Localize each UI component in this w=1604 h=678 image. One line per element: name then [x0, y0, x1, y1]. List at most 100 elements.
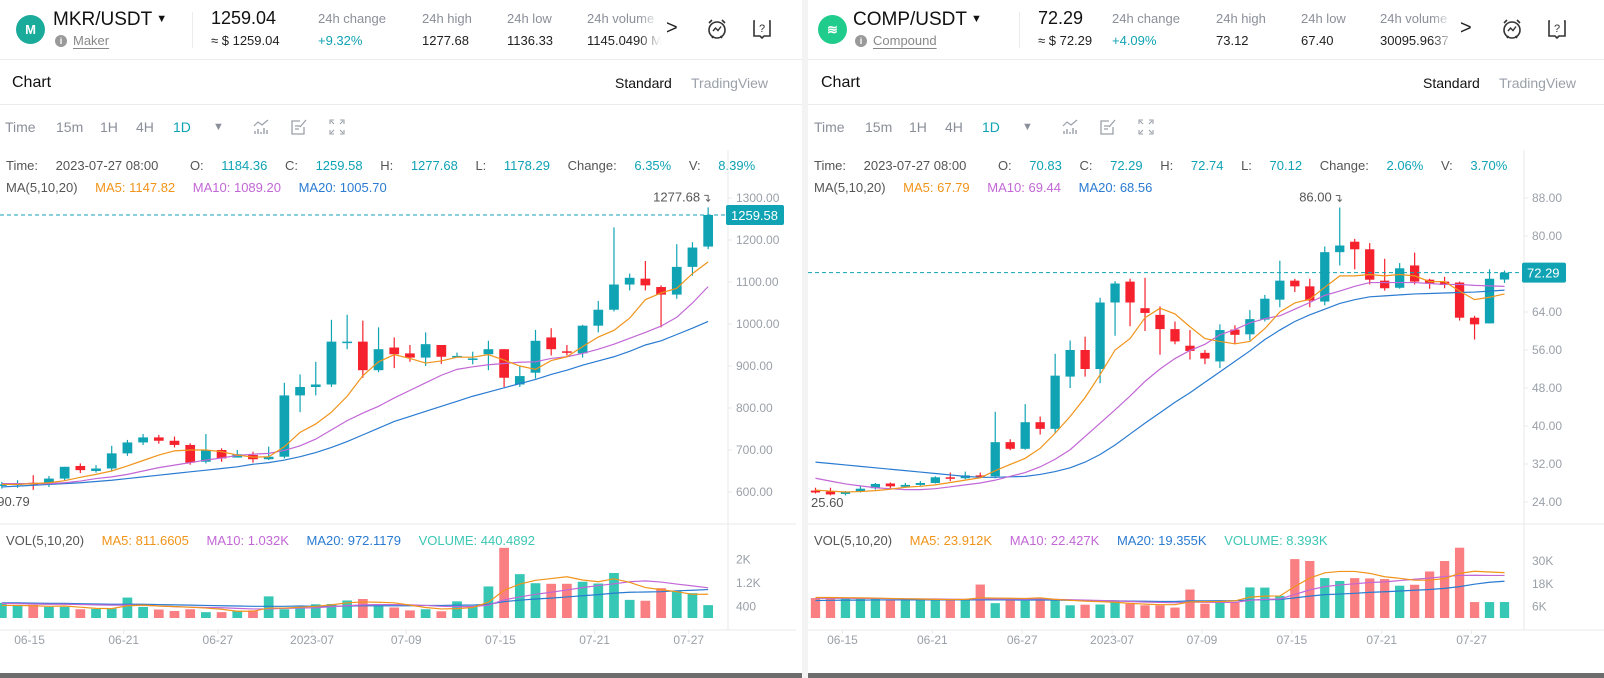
candle-body: [1170, 329, 1180, 342]
coin-info[interactable]: i Maker: [55, 33, 109, 48]
candle-body: [122, 442, 133, 454]
pair-selector[interactable]: COMP/USDT ▼: [853, 9, 982, 31]
help-book-icon[interactable]: ?: [1545, 17, 1569, 41]
volume-bar: [138, 606, 148, 618]
volume-bar: [405, 610, 415, 618]
vol-ma5-line: [1, 576, 709, 612]
close-readout: C: 1259.58: [284, 158, 363, 173]
candle-body: [1215, 330, 1225, 362]
price-alert-clock-icon[interactable]: [1500, 17, 1524, 41]
y-tick-label: 80.00: [1532, 229, 1562, 243]
fullscreen-icon[interactable]: [1137, 118, 1155, 136]
interval-1h[interactable]: 1H: [100, 119, 118, 135]
chevron-right-icon[interactable]: >: [666, 17, 678, 39]
x-tick-label: 2023-07: [290, 633, 334, 647]
candlestick-chart[interactable]: 88.0080.0072.0064.0056.0048.0040.0032.00…: [808, 150, 1604, 678]
more-intervals-dropdown-icon[interactable]: ▼: [213, 121, 224, 133]
coin-name-link[interactable]: Maker: [73, 33, 110, 48]
ticker-header: M MKR/USDT ▼ i Maker 1259.04 ≈ $ 1259.04 2…: [0, 0, 802, 60]
caret-down-icon: ▼: [971, 13, 982, 25]
vol-tick-label: 6K: [1532, 600, 1547, 614]
caret-down-icon: ▼: [156, 13, 168, 25]
volume-bar: [1155, 605, 1165, 618]
volume-bar: [640, 600, 651, 618]
x-tick-label: 06-27: [1007, 633, 1038, 647]
candle-body: [1125, 281, 1135, 303]
mode-tradingview[interactable]: TradingView: [1499, 75, 1577, 91]
volume-bar: [915, 598, 925, 618]
candle-body: [1155, 314, 1165, 330]
stat-label: 24h volume: [1380, 11, 1448, 26]
volume-pct-readout: V: 3.70%: [1440, 158, 1508, 173]
y-tick-label: 1300.00: [736, 191, 780, 205]
more-intervals-dropdown-icon[interactable]: ▼: [1022, 121, 1033, 133]
volume-bar: [577, 581, 588, 618]
chevron-right-icon[interactable]: >: [1460, 17, 1472, 39]
candle-body: [1305, 286, 1315, 301]
candle-body: [295, 387, 305, 396]
volume-bar: [467, 606, 478, 618]
divider: [192, 12, 193, 48]
mode-tradingview[interactable]: TradingView: [691, 75, 769, 91]
candle-body: [546, 337, 557, 350]
stat-label: 24h low: [507, 11, 552, 26]
candle-body: [1065, 350, 1075, 377]
volume-bar: [1020, 600, 1030, 618]
interval-4h[interactable]: 4H: [945, 119, 963, 135]
volume-bar: [1095, 604, 1105, 618]
volume-bar: [840, 598, 851, 618]
x-tick-label: 06-15: [14, 633, 45, 647]
fullscreen-icon[interactable]: [328, 118, 346, 136]
interval-time[interactable]: Time: [814, 119, 845, 135]
interval-1d[interactable]: 1D: [982, 119, 1000, 135]
open-readout: O: 70.83: [997, 158, 1062, 173]
vol-legend: VOL(5,10,20) MA5: 23.912K MA10: 22.427K …: [814, 533, 1342, 548]
candle-body: [91, 468, 101, 471]
indicators-icon[interactable]: [252, 118, 270, 136]
volume-bar: [1350, 578, 1360, 618]
candle-body: [593, 309, 604, 326]
drawing-tools-icon[interactable]: [1099, 118, 1117, 136]
interval-15m[interactable]: 15m: [865, 119, 893, 135]
candle-body: [1080, 350, 1090, 369]
candle-body: [810, 490, 821, 493]
volume-bar: [310, 604, 321, 618]
volume-bar: [1484, 602, 1495, 618]
volume-bar: [530, 583, 541, 618]
interval-time[interactable]: Time: [5, 119, 36, 135]
volume-bar: [1439, 561, 1450, 618]
x-tick-label: 07-15: [1276, 633, 1307, 647]
drawing-tools-icon[interactable]: [290, 118, 308, 136]
panel-comp: ≋ COMP/USDT ▼ i Compound 72.29 ≈ $ 72.29 2…: [802, 0, 1604, 678]
volume-bar: [975, 584, 985, 618]
stat-value: +4.09%: [1112, 33, 1157, 48]
candle-body: [975, 475, 985, 477]
indicators-icon[interactable]: [1061, 118, 1079, 136]
volume-bar: [900, 598, 911, 618]
interval-1h[interactable]: 1H: [909, 119, 927, 135]
x-tick-label: 06-21: [917, 633, 948, 647]
interval-1d[interactable]: 1D: [173, 119, 191, 135]
chart-title: Chart: [821, 74, 861, 91]
y-tick-label: 900.00: [736, 359, 773, 373]
volume-bar: [1035, 599, 1045, 618]
mode-standard[interactable]: Standard: [1423, 75, 1480, 91]
pair-selector[interactable]: MKR/USDT ▼: [53, 9, 167, 31]
ma5-line: [1, 261, 709, 486]
coin-name-link[interactable]: Compound: [873, 33, 937, 48]
interval-15m[interactable]: 15m: [56, 119, 84, 135]
ma10-line: [1, 286, 709, 485]
coin-info[interactable]: i Compound: [855, 33, 937, 48]
x-tick-label: 07-27: [1456, 633, 1487, 647]
interval-4h[interactable]: 4H: [136, 119, 154, 135]
help-book-icon[interactable]: ?: [750, 17, 774, 41]
candle-body: [326, 341, 337, 385]
ma5-line: [815, 273, 1505, 493]
svg-text:?: ?: [759, 23, 765, 35]
price-alert-clock-icon[interactable]: [705, 17, 729, 41]
candle-body: [420, 344, 431, 358]
candlestick-chart[interactable]: 1300.00 1200.00 1100.00 1000.00 900.00 800.00…: [0, 150, 796, 678]
volume-bar: [546, 583, 557, 618]
mode-standard[interactable]: Standard: [615, 75, 672, 91]
stat-24h-volume: 24h volume 30095.9637: [1380, 11, 1454, 48]
